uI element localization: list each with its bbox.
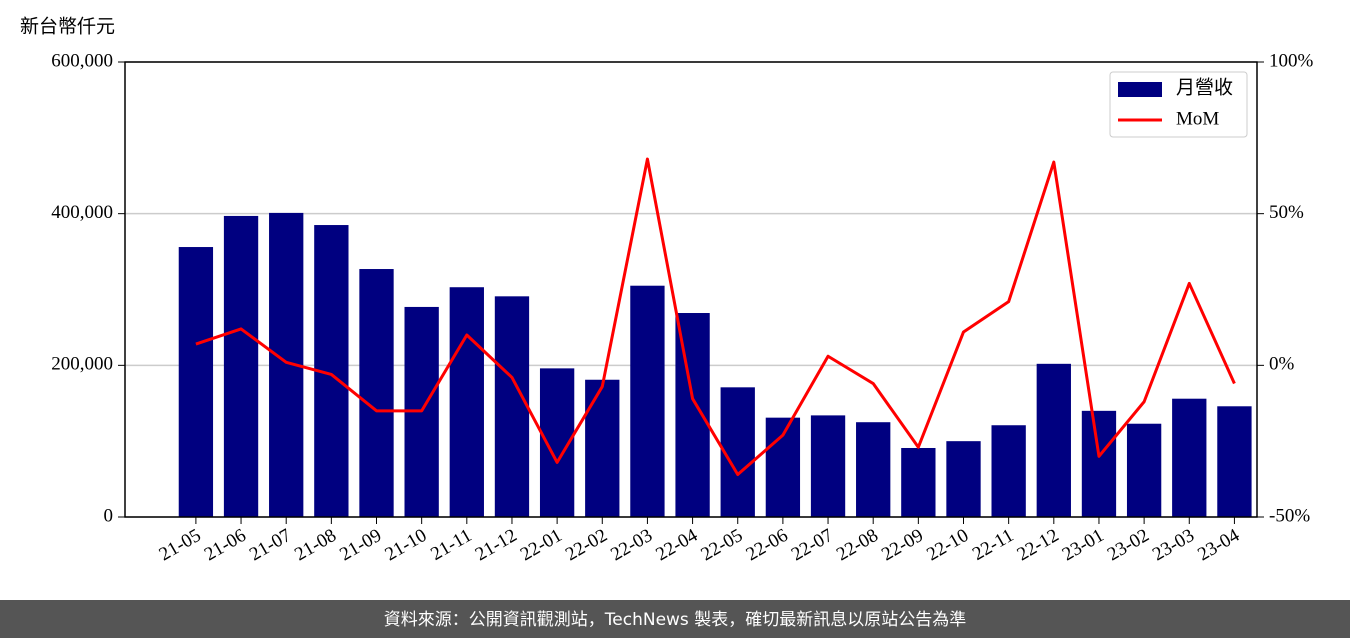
bar [630, 285, 665, 517]
bar [1217, 406, 1252, 517]
legend-swatch [1118, 82, 1162, 97]
bar [856, 422, 891, 517]
footer: 資料來源：公開資訊觀測站，TechNews 製表，確切最新訊息以原站公告為準 [384, 610, 966, 630]
y-axis-label: 新台幣仟元 [20, 15, 115, 37]
bar [178, 247, 214, 518]
legend-label: MoM [1176, 108, 1219, 129]
bar [359, 269, 394, 517]
y-tick-label: 0 [104, 505, 114, 526]
footer-bar [0, 600, 1350, 638]
bar [946, 441, 981, 517]
plot-frame [124, 61, 1258, 518]
bar [810, 415, 846, 517]
bar [223, 215, 259, 518]
y-tick-label: 200,000 [51, 354, 113, 375]
bar [585, 379, 620, 517]
bar [901, 447, 936, 517]
bar [1126, 423, 1162, 517]
bar [720, 387, 755, 517]
bar [1172, 398, 1207, 517]
bar [991, 425, 1026, 517]
y2-tick-label: -50% [1269, 505, 1310, 526]
y2-tick-label: 100% [1269, 50, 1314, 71]
y-tick-label: 600,000 [51, 50, 113, 71]
line [195, 157, 1236, 477]
bar [494, 296, 530, 517]
y-tick-label: 400,000 [51, 202, 113, 223]
bar [1036, 363, 1071, 517]
y2-tick-label: 0% [1269, 354, 1295, 375]
legend-label: 月營收 [1176, 76, 1233, 98]
bar [1081, 410, 1117, 517]
bar [449, 287, 484, 517]
y2-tick-label: 50% [1269, 202, 1304, 223]
bar [675, 313, 710, 517]
